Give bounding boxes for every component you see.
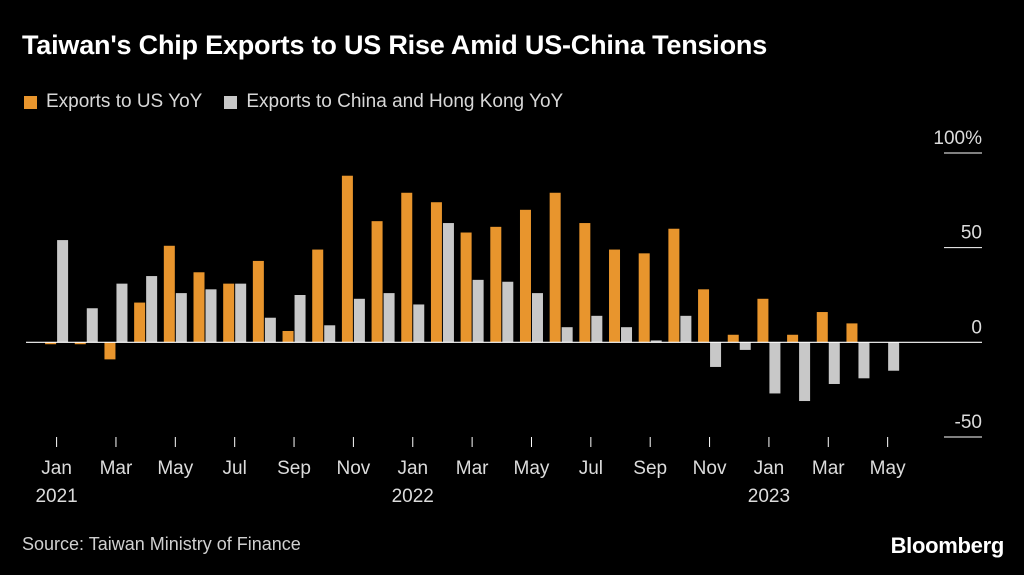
x-tick-label: May [157, 458, 193, 479]
bar-china-15 [502, 281, 514, 343]
bar-us-17 [549, 192, 561, 343]
bar-china-11 [383, 293, 395, 343]
bar-china-16 [531, 293, 543, 343]
bar-us-5 [193, 272, 205, 343]
bar-us-15 [490, 226, 502, 343]
x-tick-label: Nov [693, 458, 727, 479]
source-note: Source: Taiwan Ministry of Finance [22, 534, 301, 554]
bar-us-22 [698, 289, 710, 343]
legend-item-china: Exports to China and Hong Kong YoY [224, 91, 563, 113]
bar-china-8 [294, 295, 306, 343]
y-tick-label: 100% [933, 128, 982, 149]
y-tick-label: 50 [961, 223, 982, 244]
bar-china-6 [235, 283, 247, 343]
bar-china-10 [353, 298, 365, 343]
bar-us-2 [104, 342, 116, 360]
bar-us-27 [846, 323, 858, 343]
legend-label-china: Exports to China and Hong Kong YoY [246, 91, 564, 112]
x-tick-label: Mar [456, 458, 489, 479]
x-tick-label: Sep [633, 458, 667, 479]
bar-china-22 [710, 342, 722, 367]
x-tick-label: Jul [223, 458, 247, 479]
y-tick-label: 0 [971, 317, 982, 338]
x-tick-label: Sep [277, 458, 311, 479]
bar-china-17 [561, 327, 573, 343]
x-tick-label: Jan [41, 458, 72, 479]
bar-us-14 [460, 232, 472, 343]
bar-us-8 [282, 330, 294, 343]
bar-us-20 [638, 253, 650, 343]
bar-us-18 [579, 223, 591, 343]
bar-china-25 [799, 342, 811, 402]
bar-china-0 [57, 240, 69, 343]
x-tick-label: Nov [337, 458, 371, 479]
bar-china-23 [739, 342, 751, 350]
legend-label-us: Exports to US YoY [46, 91, 203, 112]
bar-us-26 [816, 312, 828, 343]
bar-china-4 [175, 293, 187, 343]
x-tick-label: May [514, 458, 550, 479]
bar-china-7 [264, 317, 276, 343]
bar-china-21 [680, 315, 692, 343]
bar-china-27 [858, 342, 870, 379]
legend-item-us: Exports to US YoY [24, 91, 202, 113]
bar-china-2 [116, 283, 128, 343]
bar-china-24 [769, 342, 781, 394]
bar-us-23 [727, 334, 739, 343]
bar-china-5 [205, 289, 217, 343]
x-tick-year-label: 2022 [392, 486, 434, 507]
bar-china-18 [591, 315, 603, 343]
bar-china-12 [413, 304, 425, 343]
bar-china-13 [442, 223, 454, 343]
chart-plot: 100% 50 0 -50 Jan 2021 Mar May Jul Sep Nov Jan 2022 M… [26, 128, 982, 507]
bar-us-25 [787, 334, 799, 343]
x-tick-label: Jul [579, 458, 603, 479]
y-tick-label: -50 [955, 412, 982, 433]
x-tick-label: Mar [812, 458, 845, 479]
x-tick-year-label: 2023 [748, 486, 790, 507]
chart-title: Taiwan's Chip Exports to US Rise Amid US… [22, 30, 768, 60]
bar-china-14 [472, 279, 484, 343]
bar-china-20 [650, 340, 662, 343]
bar-china-3 [146, 276, 158, 343]
bar-china-19 [621, 327, 633, 343]
bloomberg-logo: Bloomberg [890, 533, 1005, 558]
legend: Exports to US YoY Exports to China and H… [24, 91, 585, 113]
x-tick-year-label: 2021 [35, 486, 77, 507]
bar-us-3 [134, 302, 146, 343]
bar-us-7 [252, 260, 264, 343]
bar-china-9 [324, 325, 336, 343]
bar-us-21 [668, 228, 680, 343]
legend-swatch-china [224, 95, 238, 109]
bar-us-10 [341, 175, 353, 343]
bar-us-19 [609, 249, 621, 343]
x-tick-label: Jan [754, 458, 785, 479]
bar-us-11 [371, 221, 383, 343]
bar-us-13 [430, 202, 442, 343]
bar-us-16 [519, 209, 531, 343]
bar-china-28 [888, 342, 900, 371]
x-tick-label: Jan [397, 458, 428, 479]
bar-us-24 [757, 298, 769, 343]
legend-swatch-us [24, 95, 37, 109]
x-tick-label: Mar [100, 458, 133, 479]
bar-china-26 [828, 342, 840, 384]
bar-us-12 [401, 192, 413, 343]
bar-china-1 [86, 308, 98, 343]
bar-us-9 [312, 249, 324, 343]
bar-us-0 [45, 342, 57, 345]
bar-us-6 [223, 283, 235, 343]
bar-us-4 [163, 245, 175, 343]
bar-us-1 [74, 342, 86, 345]
x-tick-label: May [870, 458, 906, 479]
